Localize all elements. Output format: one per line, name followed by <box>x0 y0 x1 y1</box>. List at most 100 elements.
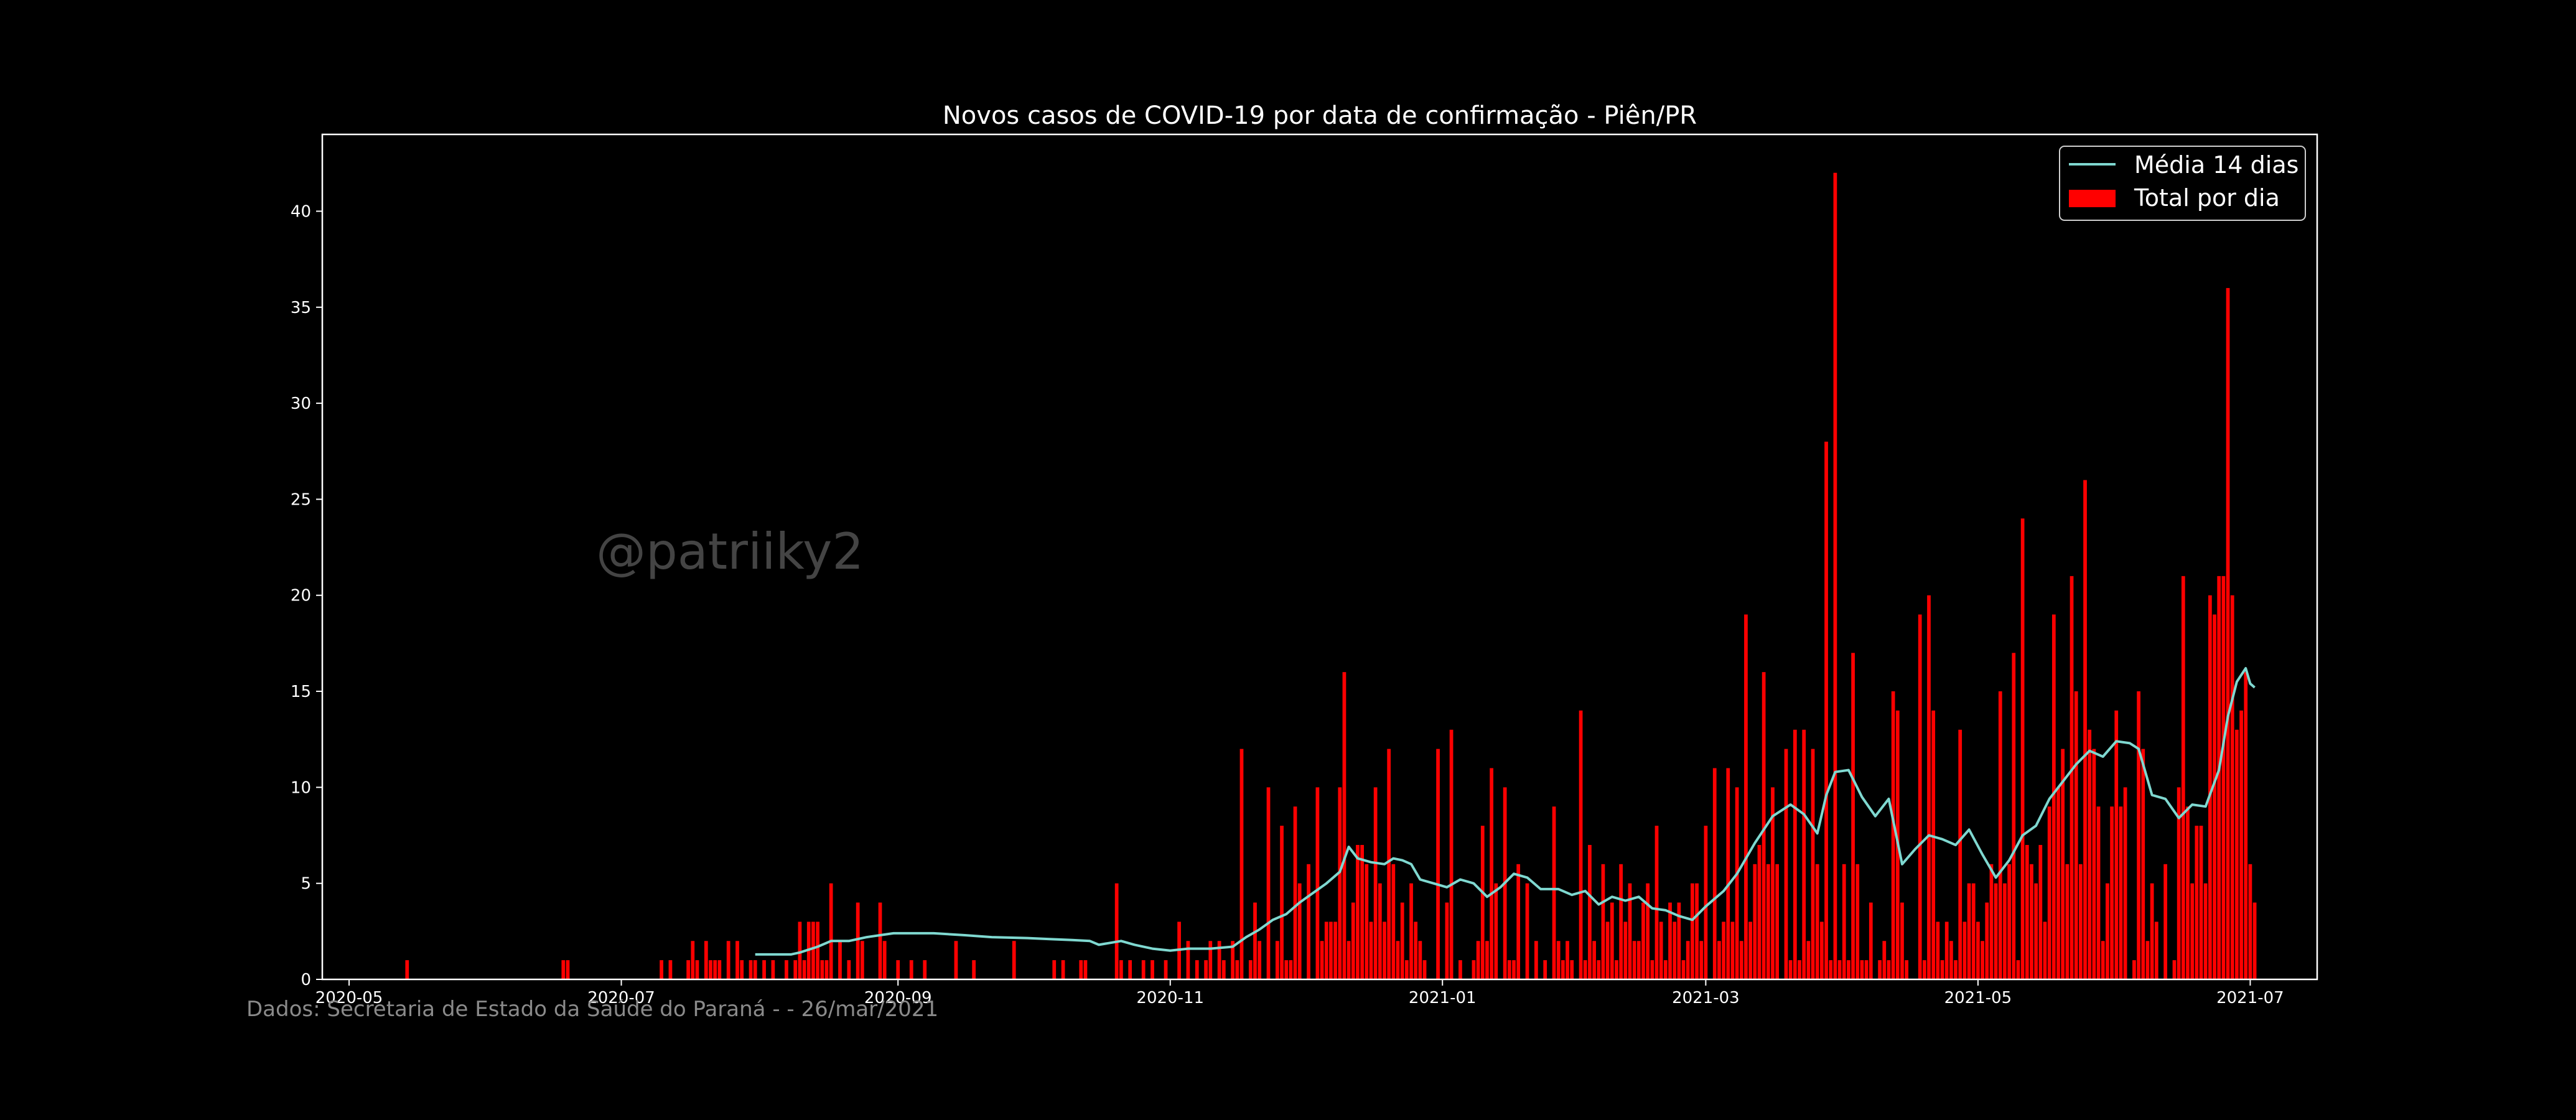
bar <box>1338 787 1342 979</box>
bar <box>1458 960 1462 979</box>
bar <box>1119 960 1123 979</box>
bar <box>1329 922 1333 979</box>
bar <box>2088 729 2092 979</box>
bar <box>856 902 860 979</box>
bar <box>2007 864 2011 979</box>
bar <box>1931 710 1936 979</box>
bar <box>1722 922 1725 979</box>
bar <box>1592 941 1596 979</box>
bar <box>1762 672 1766 979</box>
bar <box>1365 864 1369 979</box>
bar <box>2221 576 2226 979</box>
bar <box>1855 864 1860 979</box>
bar <box>1619 864 1623 979</box>
bar <box>2038 844 2043 979</box>
bar <box>1691 883 1694 979</box>
bar <box>1204 960 1208 979</box>
bar <box>1579 710 1583 979</box>
bar <box>1864 960 1869 979</box>
bar <box>1806 941 1811 979</box>
bar <box>1663 960 1668 979</box>
bar <box>1766 864 1770 979</box>
bar <box>1601 864 1605 979</box>
bar <box>1351 902 1355 979</box>
plot-frame <box>321 133 2318 981</box>
bar <box>1414 922 1418 979</box>
bar <box>1944 922 1949 979</box>
bar <box>2061 749 2065 979</box>
bar <box>2190 883 2195 979</box>
bar <box>923 960 927 979</box>
bar <box>1646 883 1650 979</box>
bar <box>1605 922 1610 979</box>
bar <box>1480 826 1485 979</box>
bar <box>1788 960 1793 979</box>
bar <box>1985 902 1989 979</box>
bar <box>1052 960 1057 979</box>
bar <box>1784 749 1788 979</box>
bar <box>1654 826 1659 979</box>
bar <box>1280 826 1284 979</box>
bar <box>1360 844 1365 979</box>
bar <box>1409 883 1413 979</box>
bar <box>2123 787 2127 979</box>
bar <box>1445 902 1449 979</box>
bar <box>753 960 757 979</box>
bar <box>1391 864 1396 979</box>
bar <box>1552 806 1556 979</box>
bar <box>1284 960 1289 979</box>
bar <box>1860 960 1864 979</box>
bar <box>1802 729 1806 979</box>
bar <box>1164 960 1168 979</box>
bar <box>1320 941 1324 979</box>
bar <box>1882 941 1887 979</box>
legend-bar-label: Total por dia <box>2134 184 2280 212</box>
bar <box>1962 922 1967 979</box>
bar <box>1936 922 1940 979</box>
bar <box>1114 883 1119 979</box>
bar <box>2235 729 2239 979</box>
bar <box>1012 941 1016 979</box>
bar <box>1253 902 1257 979</box>
bar <box>1258 941 1262 979</box>
y-tick-label: 5 <box>301 875 311 894</box>
bar <box>2096 806 2101 979</box>
bar <box>1815 864 1819 979</box>
bar <box>798 922 802 979</box>
bar <box>1735 787 1739 979</box>
bar <box>2239 710 2243 979</box>
bar <box>2083 480 2087 979</box>
bar <box>762 960 766 979</box>
bar <box>1079 960 1083 979</box>
bar <box>2177 787 2181 979</box>
bar <box>847 960 851 979</box>
bar <box>1775 864 1780 979</box>
bar <box>2101 941 2105 979</box>
bar <box>2034 883 2038 979</box>
bar <box>1623 922 1628 979</box>
x-tick-label: 2020-07 <box>587 989 655 1007</box>
bar <box>1275 941 1279 979</box>
bar <box>1378 883 1382 979</box>
bar <box>1383 922 1386 979</box>
bar <box>1449 729 1454 979</box>
bar <box>1307 864 1310 979</box>
bar <box>1668 902 1672 979</box>
bar <box>2025 844 2029 979</box>
bar <box>1954 960 1958 979</box>
y-tick-label: 30 <box>291 394 311 413</box>
bar <box>1141 960 1146 979</box>
bar <box>1485 941 1489 979</box>
watermark: @patriiky2 <box>596 523 864 581</box>
bar <box>1221 960 1226 979</box>
bar <box>2252 902 2257 979</box>
bar <box>1824 441 1828 979</box>
bar <box>1476 941 1480 979</box>
bar <box>1842 864 1846 979</box>
bar <box>1820 922 1824 979</box>
bar <box>829 883 833 979</box>
bar <box>838 941 842 979</box>
bar <box>972 960 976 979</box>
bar <box>1369 922 1373 979</box>
bar <box>1847 960 1850 979</box>
